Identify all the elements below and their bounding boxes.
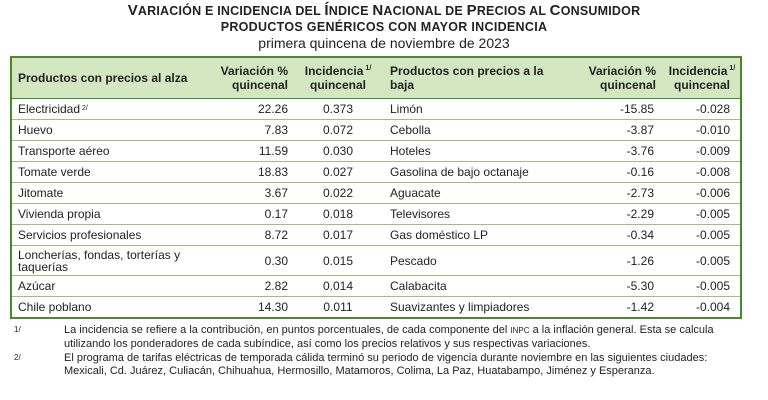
down-variation-cell: -1.42 [626,300,654,314]
up-variation-cell: 7.83 [264,123,288,137]
footnotes: 1/ La incidencia se refiere a la contrib… [14,324,744,379]
down-product-cell: Limón [390,102,423,116]
table-row: Chile poblano 14.30 0.011 Suavizantes y lim… [12,297,740,317]
up-variation-cell: 3.67 [264,186,288,200]
down-variation-cell: -2.73 [626,186,654,200]
table-row: Vivienda propia 0.17 0.018 Televisores -2.29… [12,204,740,225]
up-incidence-cell: 0.373 [322,102,354,116]
down-product-cell: Pescado [390,253,437,268]
down-incidence-cell: -0.004 [695,300,730,314]
down-variation-cell: -3.76 [626,144,654,158]
up-product-cell: Servicios profesionales [18,228,142,242]
table-header: Productos con precios al alza Variación … [12,58,740,99]
up-product-cell: Electricidad 2/ [18,102,88,116]
up-incidence-cell: 0.011 [323,300,353,314]
down-variation-cell: -2.29 [626,207,654,221]
table-body: Electricidad 2/22.26 0.373 Limón -15.85 -0.02… [12,99,740,317]
down-product-cell: Televisores [390,207,451,221]
page-subtitle: PRODUCTOS GENÉRICOS CON MAYOR INCIDENCIA [220,20,548,34]
down-product-cell: Hoteles [390,144,431,158]
footnote-mark: 2/ [14,353,21,362]
up-incidence-cell: 0.018 [322,207,354,221]
header-down-variation: Variación % quincenal [588,64,656,92]
down-incidence-cell: -0.005 [695,228,730,242]
footnote-mark: 1/ [14,325,21,334]
down-incidence-cell: -0.009 [695,144,730,158]
up-variation-cell: 11.59 [258,144,288,158]
down-variation-cell: -5.30 [626,279,654,293]
header-up-product: Productos con precios al alza [18,71,188,85]
down-product-cell: Gasolina de bajo octanaje [390,165,529,179]
down-incidence-cell: -0.006 [695,186,730,200]
up-product-cell: Vivienda propia [18,207,101,221]
down-incidence-cell: -0.005 [695,207,730,221]
header-up-variation: Variación % quincenal [220,64,288,92]
down-variation-cell: -3.87 [626,123,654,137]
up-product-cell: Jitomate [18,186,64,200]
down-variation-cell: -0.34 [626,228,654,242]
page-title: VARIACIÓN E INCIDENCIA DEL ÍNDICE NACION… [127,2,641,19]
down-product-cell: Gas doméstico LP [390,228,489,242]
header-down-incidence: Incidencia 1/quincenal [668,64,736,92]
down-incidence-cell: -0.010 [695,123,730,137]
incidence-table: Productos con precios al alza Variación … [10,56,742,319]
up-product-cell: Loncherías, fondas, torterías y taquería… [18,247,181,274]
table-row: Loncherías, fondas, torterías y taquería… [12,246,740,276]
table-row: Huevo 7.83 0.072 Cebolla -3.87 -0.010 [12,120,740,141]
table-row: Transporte aéreo 11.59 0.030 Hoteles -3.76 -0… [12,141,740,162]
up-incidence-cell: 0.022 [322,186,354,200]
footnote-1: 1/ La incidencia se refiere a la contrib… [14,324,744,350]
up-incidence-cell: 0.015 [322,253,354,268]
up-incidence-cell: 0.030 [322,144,354,158]
table-row: Azúcar 2.82 0.014 Calabacita -5.30 -0.005 [12,276,740,297]
footnote-text: La incidencia se refiere a la contribuci… [64,324,714,350]
up-product-cell: Chile poblano [18,300,92,314]
down-product-cell: Calabacita [390,279,447,293]
period-label: primera quincena de noviembre de 2023 [258,35,510,51]
header-up-incidence: Incidencia 1/quincenal [304,64,372,92]
table-row: Tomate verde 18.83 0.027 Gasolina de bajo o… [12,162,740,183]
up-product-cell: Transporte aéreo [18,144,110,158]
down-incidence-cell: -0.005 [695,253,730,268]
down-product-cell: Suavizantes y limpiadores [390,300,530,314]
title-block: VARIACIÓN E INCIDENCIA DEL ÍNDICE NACION… [0,2,768,51]
up-incidence-cell: 0.014 [322,279,354,293]
up-incidence-cell: 0.017 [322,228,354,242]
up-variation-cell: 2.82 [264,279,288,293]
down-variation-cell: -0.16 [626,165,654,179]
up-variation-cell: 22.26 [257,102,288,116]
down-product-cell: Cebolla [390,123,431,137]
table-row: Jitomate 3.67 0.022 Aguacate -2.73 -0.006 [12,183,740,204]
up-product-cell: Huevo [18,123,53,137]
down-variation-cell: -15.85 [619,102,654,116]
footnote-2: 2/ El programa de tarifas eléctricas de … [14,352,744,377]
up-incidence-cell: 0.072 [322,123,354,137]
header-down-product: Productos con precios a la baja [390,64,544,92]
up-product-cell: Azúcar [18,279,56,293]
down-product-cell: Aguacate [390,186,441,200]
up-variation-cell: 8.72 [264,228,288,242]
up-variation-cell: 18.83 [257,165,288,179]
down-incidence-cell: -0.028 [695,102,730,116]
down-variation-cell: -1.26 [626,253,654,268]
table-row: Servicios profesionales 8.72 0.017 Gas domé… [12,225,740,246]
up-variation-cell: 14.30 [257,300,288,314]
up-variation-cell: 0.17 [264,207,288,221]
footnote-text: El programa de tarifas eléctricas de tem… [64,352,708,377]
table-row: Electricidad 2/22.26 0.373 Limón -15.85 -0.02… [12,99,740,120]
up-incidence-cell: 0.027 [322,165,354,179]
down-incidence-cell: -0.005 [695,279,730,293]
up-product-cell: Tomate verde [18,165,91,179]
up-variation-cell: 0.30 [264,253,288,268]
down-incidence-cell: -0.008 [695,165,730,179]
